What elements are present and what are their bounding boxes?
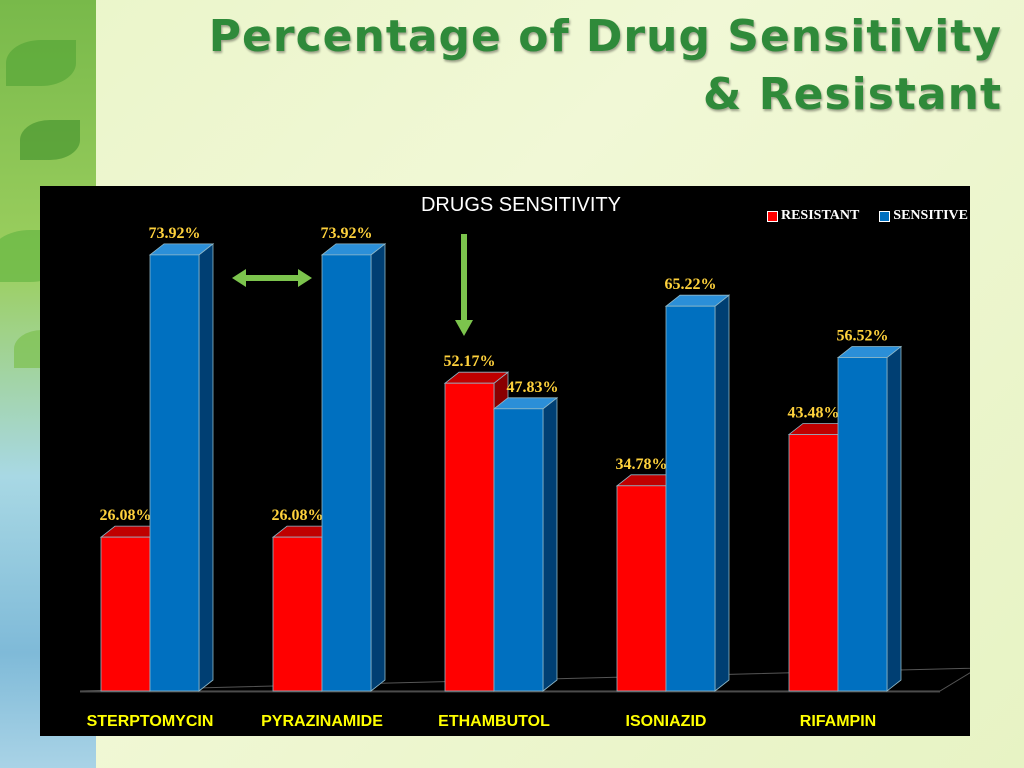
bar-side-sensitive bbox=[542, 396, 558, 692]
value-label-resistant: 34.78% bbox=[616, 456, 668, 473]
bar-sensitive bbox=[665, 305, 716, 692]
value-label-sensitive: 65.22% bbox=[665, 276, 717, 293]
slide-title-line2: & Resistant bbox=[703, 69, 1002, 120]
category-label: ETHAMBUTOL bbox=[438, 713, 550, 730]
legend-item-resistant: RESISTANT bbox=[766, 208, 860, 224]
bar-sensitive bbox=[321, 254, 372, 692]
legend-swatch-resistant bbox=[766, 210, 778, 222]
bar-side-sensitive bbox=[886, 345, 902, 692]
arrow-head-right bbox=[298, 269, 312, 287]
value-label-sensitive: 56.52% bbox=[837, 328, 889, 345]
arrow-head-left bbox=[232, 269, 246, 287]
value-label-sensitive: 73.92% bbox=[149, 225, 201, 242]
category-label: RIFAMPIN bbox=[800, 713, 876, 730]
category-label: ISONIAZID bbox=[626, 713, 707, 730]
slide-title-line1: Percentage of Drug Sensitivity bbox=[208, 11, 1002, 62]
bar-sensitive bbox=[493, 408, 544, 692]
legend-swatch-sensitive bbox=[879, 210, 891, 222]
bar-side-sensitive bbox=[714, 294, 730, 692]
bar-resistant bbox=[272, 536, 323, 692]
value-label-resistant: 52.17% bbox=[444, 353, 496, 370]
leaf-shape bbox=[6, 40, 76, 86]
value-label-resistant: 26.08% bbox=[272, 507, 324, 524]
chart-title: DRUGS SENSITIVITY bbox=[420, 194, 622, 216]
slide-title: Percentage of Drug Sensitivity & Resista… bbox=[102, 8, 1002, 124]
bar-resistant bbox=[444, 382, 495, 692]
bar-side-sensitive bbox=[370, 243, 386, 692]
chart-legend: RESISTANT SENSITIVE bbox=[766, 208, 968, 224]
value-label-sensitive: 47.83% bbox=[507, 379, 559, 396]
bar-sensitive bbox=[149, 254, 200, 692]
bar-sensitive bbox=[837, 357, 888, 692]
value-label-resistant: 26.08% bbox=[100, 507, 152, 524]
leaf-shape bbox=[20, 120, 80, 160]
bar-resistant bbox=[788, 434, 839, 692]
bar-side-sensitive bbox=[198, 243, 214, 692]
value-label-resistant: 43.48% bbox=[788, 404, 840, 421]
value-label-sensitive: 73.92% bbox=[321, 225, 373, 242]
category-label: STERPTOMYCIN bbox=[87, 713, 214, 730]
chart-panel: 26.08% 73.92% STERPTOMYCIN 26.08% 73.92% PYRA… bbox=[40, 186, 970, 736]
arrow-head-down bbox=[455, 320, 473, 336]
bar-resistant bbox=[616, 485, 667, 692]
legend-label-resistant: RESISTANT bbox=[780, 208, 860, 223]
legend-item-sensitive: SENSITIVE bbox=[879, 208, 968, 224]
bar-resistant bbox=[100, 536, 151, 692]
category-label: PYRAZINAMIDE bbox=[261, 713, 383, 730]
bar-chart: 26.08% 73.92% STERPTOMYCIN 26.08% 73.92% PYRA… bbox=[79, 225, 970, 730]
legend-label-sensitive: SENSITIVE bbox=[893, 208, 968, 223]
